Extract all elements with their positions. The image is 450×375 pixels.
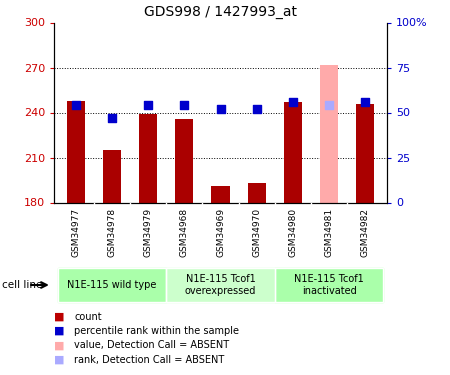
- Point: [362, 99, 369, 105]
- Text: value, Detection Call = ABSENT: value, Detection Call = ABSENT: [74, 340, 230, 350]
- Text: GSM34979: GSM34979: [144, 207, 153, 256]
- Text: GSM34981: GSM34981: [324, 207, 333, 256]
- Text: ■: ■: [54, 326, 64, 336]
- Bar: [67, 100, 85, 202]
- Bar: [166, 268, 275, 302]
- Text: percentile rank within the sample: percentile rank within the sample: [74, 326, 239, 336]
- Bar: [356, 104, 374, 202]
- Text: GSM34968: GSM34968: [180, 207, 189, 256]
- Text: N1E-115 Tcof1
overexpressed: N1E-115 Tcof1 overexpressed: [185, 274, 256, 296]
- Point: [181, 102, 188, 108]
- Bar: [248, 183, 266, 203]
- Text: GSM34978: GSM34978: [108, 207, 117, 256]
- Bar: [103, 150, 121, 202]
- Point: [289, 99, 297, 105]
- Text: GSM34980: GSM34980: [288, 207, 297, 256]
- Bar: [175, 118, 194, 202]
- Point: [108, 115, 116, 121]
- Bar: [58, 268, 166, 302]
- Text: ■: ■: [54, 340, 64, 350]
- Text: cell line: cell line: [2, 280, 43, 290]
- Text: N1E-115 wild type: N1E-115 wild type: [67, 280, 157, 290]
- Point: [72, 102, 79, 108]
- Bar: [166, 268, 275, 302]
- Point: [217, 106, 224, 112]
- Text: ■: ■: [54, 355, 64, 364]
- Text: GSM34982: GSM34982: [361, 207, 370, 256]
- Text: GSM34977: GSM34977: [71, 207, 80, 256]
- Bar: [212, 186, 230, 202]
- Point: [253, 106, 260, 112]
- Text: N1E-115 Tcof1
inactivated: N1E-115 Tcof1 inactivated: [294, 274, 364, 296]
- Text: GSM34970: GSM34970: [252, 207, 261, 256]
- Text: GSM34969: GSM34969: [216, 207, 225, 256]
- Bar: [275, 268, 383, 302]
- Bar: [58, 268, 166, 302]
- Text: count: count: [74, 312, 102, 322]
- Bar: [284, 102, 302, 202]
- Point: [325, 102, 333, 108]
- Point: [144, 102, 152, 108]
- Title: GDS998 / 1427993_at: GDS998 / 1427993_at: [144, 5, 297, 19]
- Bar: [139, 114, 157, 202]
- Text: rank, Detection Call = ABSENT: rank, Detection Call = ABSENT: [74, 355, 225, 364]
- Text: ■: ■: [54, 312, 64, 322]
- Bar: [275, 268, 383, 302]
- Bar: [320, 64, 338, 203]
